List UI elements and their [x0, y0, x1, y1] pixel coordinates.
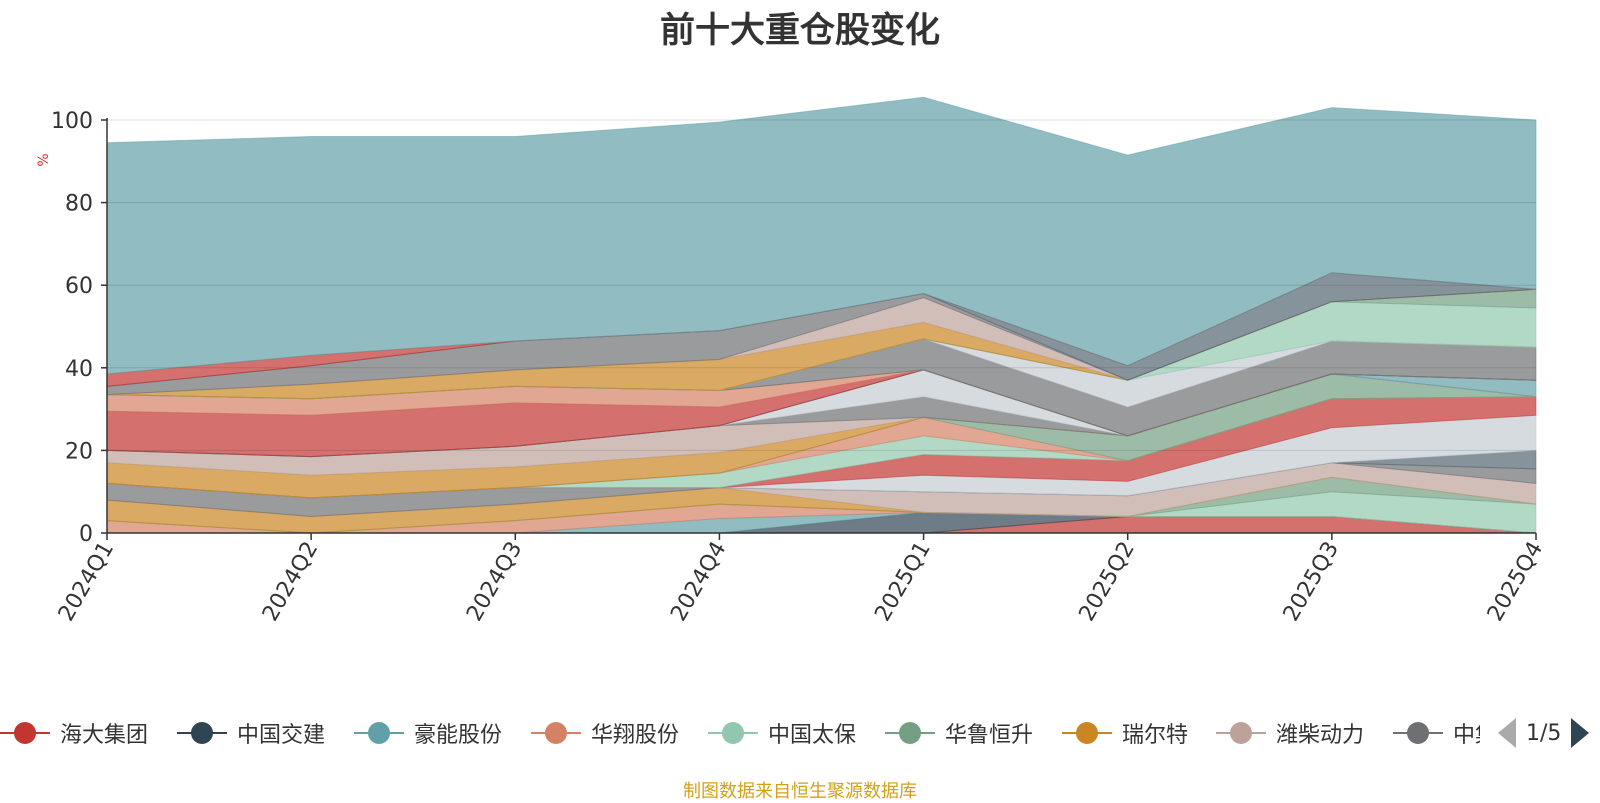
y-tick-label-0: 0 [79, 522, 93, 547]
area-series-33 [106, 96, 1537, 375]
legend-item-1[interactable]: 中国交建 [177, 715, 325, 751]
legend-marker-icon [1393, 715, 1443, 751]
legend-item-8[interactable]: 中集 [1393, 715, 1480, 751]
y-tick-label-40: 40 [65, 357, 93, 382]
legend-item-label: 中国交建 [237, 723, 326, 748]
y-tick-label-80: 80 [65, 192, 93, 217]
legend-item-5[interactable]: 华鲁恒升 [885, 715, 1033, 751]
legend-marker-icon [531, 715, 581, 751]
legend-marker-icon [177, 715, 227, 751]
legend-item-label: 中集 [1453, 723, 1480, 748]
data-source-note: 制图数据来自恒生聚源数据库 [683, 781, 917, 802]
y-tick-label-60: 60 [65, 274, 93, 299]
legend-item-6[interactable]: 瑞尔特 [1062, 715, 1188, 751]
legend-item-0[interactable]: 海大集团 [0, 715, 148, 751]
y-axis-label: % [36, 153, 52, 166]
grid-lines [107, 119, 1536, 451]
legend-item-7[interactable]: 潍柴动力 [1216, 715, 1364, 751]
legend: 海大集团 中国交建 豪能股份 华翔股份 中国太保 华鲁恒升 瑞尔特 潍柴动力 中集 [0, 715, 1480, 751]
x-tick-label-2025Q2: 2025Q2 [1075, 538, 1140, 626]
y-tick-label-20: 20 [65, 439, 93, 464]
x-tick-label-2024Q4: 2024Q4 [666, 538, 731, 626]
legend-item-label: 海大集团 [60, 723, 149, 748]
x-tick-label-2025Q3: 2025Q3 [1279, 538, 1344, 626]
area-series [106, 96, 1537, 534]
legend-next-page-icon[interactable] [1571, 718, 1590, 748]
legend-marker-icon [708, 715, 758, 751]
x-tick-label-2025Q1: 2025Q1 [870, 538, 935, 626]
legend-marker-icon [885, 715, 935, 751]
legend-pager: 1/5 [1498, 716, 1590, 750]
legend-item-label: 瑞尔特 [1122, 723, 1189, 748]
legend-item-2[interactable]: 豪能股份 [354, 715, 502, 751]
legend-prev-page-icon[interactable] [1498, 718, 1516, 748]
legend-item-4[interactable]: 中国太保 [708, 715, 856, 751]
legend-marker-icon [0, 715, 50, 751]
x-tick-label-2025Q4: 2025Q4 [1483, 538, 1548, 626]
stacked-area-chart: 0 20 40 60 80 100 2024Q1 2024Q2 2024Q3 2024Q4 2025… [36, 96, 1548, 626]
legend-item-3[interactable]: 华翔股份 [531, 715, 679, 751]
legend-page-indicator: 1/5 [1526, 720, 1562, 746]
legend-item-label: 华翔股份 [591, 723, 680, 748]
x-tick-label-2024Q1: 2024Q1 [54, 538, 119, 626]
chart-title: 前十大重仓股变化 [659, 11, 940, 51]
legend-item-label: 潍柴动力 [1276, 723, 1365, 748]
legend-item-label: 豪能股份 [414, 723, 503, 748]
y-tick-label-100: 100 [51, 109, 93, 134]
legend-marker-icon [1216, 715, 1266, 751]
legend-marker-icon [354, 715, 404, 751]
legend-item-label: 中国太保 [768, 723, 857, 748]
x-tick-label-2024Q2: 2024Q2 [258, 538, 323, 626]
legend-item-label: 华鲁恒升 [945, 723, 1034, 748]
legend-marker-icon [1062, 715, 1112, 751]
x-tick-label-2024Q3: 2024Q3 [462, 538, 527, 626]
